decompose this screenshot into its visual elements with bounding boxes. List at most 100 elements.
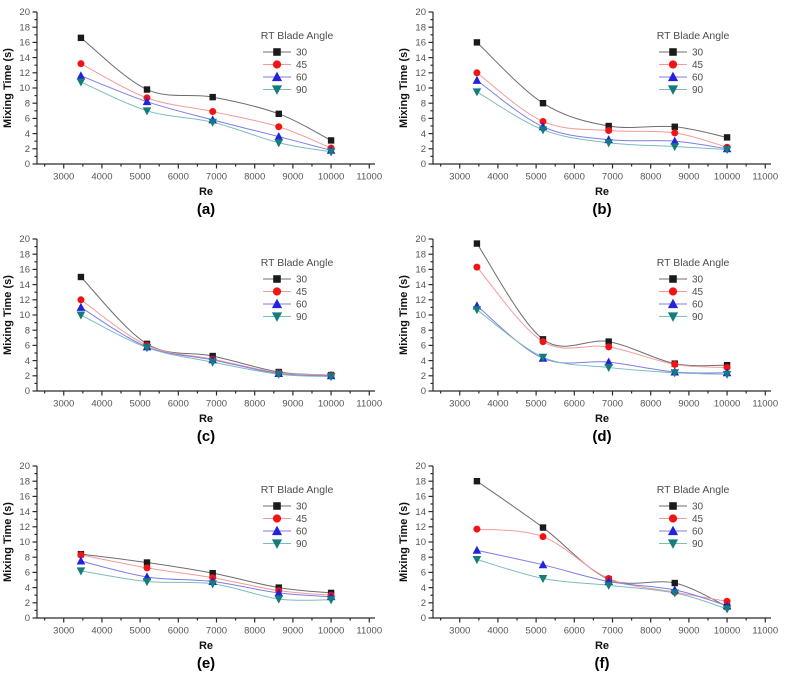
series-30-marker [539, 524, 547, 531]
x-tick-label: 7000 [206, 626, 227, 637]
series-45-marker [143, 564, 151, 572]
legend-marker-90 [271, 85, 283, 95]
series-90-marker [208, 358, 217, 367]
y-tick-label: 16 [415, 492, 426, 503]
series-30-marker [143, 86, 151, 93]
series-90-marker [722, 370, 732, 379]
x-tick-label: 10000 [318, 626, 344, 637]
x-tick-label: 9000 [678, 626, 699, 637]
legend-title: RT Blade Angle [657, 30, 730, 42]
y-tick-label: 20 [19, 234, 30, 245]
axes [428, 11, 771, 169]
series-30-line [80, 37, 332, 141]
series-45-marker [473, 263, 481, 271]
series-30-marker [143, 559, 151, 566]
legend-marker-30 [273, 275, 281, 283]
legend-marker-30 [273, 48, 281, 56]
chart-e: 3000 4000 5000 6000 7000 8000 9000 10000 11000 0 2… [2, 461, 382, 672]
series-60-line [80, 75, 332, 151]
y-tick-label: 20 [415, 461, 426, 472]
y-tick-label: 8 [25, 98, 30, 109]
series-30-marker [209, 93, 216, 101]
x-tick-label: 9000 [282, 399, 303, 410]
series-45-line [80, 63, 332, 149]
legend-label-45: 45 [692, 287, 704, 298]
series-30-marker [723, 134, 731, 141]
series-30-marker [671, 579, 678, 587]
y-tick-label: 16 [19, 265, 30, 276]
x-tick-label: 5000 [526, 172, 547, 183]
series-90-line [476, 91, 728, 151]
x-tick-label: 6000 [168, 626, 189, 637]
x-tick-label: 5000 [130, 399, 151, 410]
legend-marker-30 [669, 502, 677, 510]
series-30-marker [77, 34, 85, 42]
x-tick-label: 3000 [53, 172, 74, 183]
y-tick-label: 6 [421, 114, 426, 125]
series-90-marker [326, 148, 336, 157]
series-90-marker [274, 139, 284, 148]
series-60-line [80, 306, 332, 377]
y-tick-label: 20 [19, 7, 30, 18]
series-30-line [476, 480, 728, 608]
x-tick-label: 11000 [752, 399, 778, 410]
y-tick-label: 2 [25, 371, 30, 382]
series-90-marker [472, 88, 482, 97]
series-90-marker [76, 78, 86, 87]
y-tick-label: 14 [415, 53, 426, 64]
legend-label-30: 30 [692, 501, 704, 512]
legend-marker-60 [271, 525, 283, 536]
series-90-marker [208, 580, 217, 589]
x-tick-label: 8000 [640, 172, 661, 183]
series-45-marker [77, 296, 85, 304]
y-axis-label: Mixing Time (s) [398, 502, 410, 582]
axes [32, 465, 375, 623]
legend-label-45: 45 [692, 60, 704, 71]
x-tick-label: 5000 [130, 626, 151, 637]
series-30-marker [327, 137, 335, 144]
series-90-line [476, 309, 728, 375]
y-tick-label: 16 [19, 492, 30, 503]
chart-a: 3000 4000 5000 6000 7000 8000 9000 10000 11000 0 2… [2, 7, 382, 218]
legend-label-90: 90 [692, 539, 704, 550]
series-90-line [476, 558, 728, 610]
legend-label-90: 90 [296, 85, 308, 96]
x-tick-label: 9000 [678, 399, 699, 410]
legend-label-60: 60 [692, 299, 704, 310]
y-tick-label: 12 [19, 295, 30, 306]
legend-marker-45 [272, 60, 282, 69]
legend-label-30: 30 [296, 47, 308, 58]
legend-marker-45 [272, 514, 282, 523]
x-tick-label: 4000 [487, 626, 508, 637]
series-90-marker [142, 107, 152, 116]
y-tick-label: 16 [415, 38, 426, 49]
x-tick-label: 10000 [714, 399, 740, 410]
series-90-marker [326, 596, 336, 605]
panel-label: (d) [592, 428, 611, 445]
x-axis-label: Re [199, 640, 213, 652]
legend-marker-90 [667, 539, 679, 549]
series-45-line [476, 266, 728, 368]
y-tick-label: 0 [421, 613, 426, 624]
chart-panel-d: 3000 4000 5000 6000 7000 8000 9000 10000 11000 0 2… [396, 227, 792, 454]
legend-marker-45 [272, 287, 282, 296]
legend-label-30: 30 [296, 501, 308, 512]
series-90-marker [472, 306, 482, 315]
series-30-marker [671, 123, 678, 130]
panel-label: (e) [197, 655, 215, 672]
y-tick-label: 10 [415, 537, 426, 548]
x-tick-label: 3000 [449, 172, 470, 183]
series-90-line [80, 314, 332, 378]
series-30-line [476, 243, 728, 367]
x-tick-label: 3000 [449, 626, 470, 637]
x-tick-label: 11000 [356, 172, 382, 183]
y-tick-label: 0 [25, 613, 30, 624]
x-tick-label: 11000 [752, 172, 778, 183]
series-90-marker [538, 353, 548, 362]
panel-label: (a) [197, 201, 215, 218]
x-tick-label: 7000 [206, 399, 227, 410]
y-tick-label: 18 [19, 22, 30, 33]
